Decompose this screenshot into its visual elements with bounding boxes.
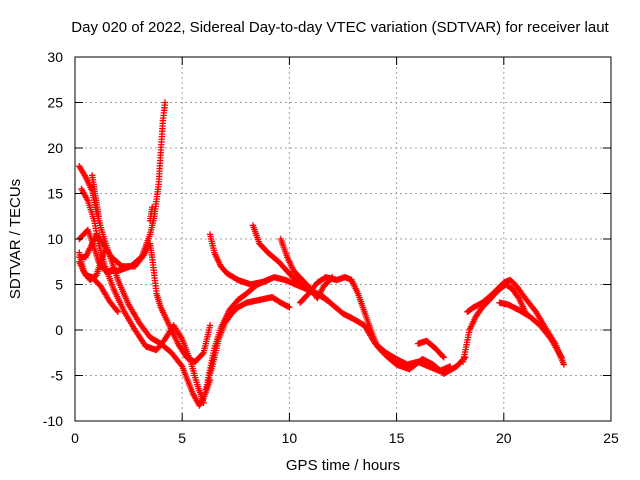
x-tick-label: 0	[71, 430, 79, 446]
data-point	[560, 361, 568, 368]
data-point	[177, 361, 185, 369]
grid-lines	[75, 57, 611, 421]
series-track-h	[146, 203, 156, 224]
x-tick-label: 25	[603, 430, 619, 446]
data-point	[440, 354, 447, 361]
data-point	[113, 307, 121, 314]
data-point	[95, 213, 102, 220]
data-point	[558, 354, 565, 361]
series-points	[76, 99, 568, 409]
series-track-f	[76, 246, 109, 284]
x-tick-label: 10	[282, 430, 298, 446]
x-axis-label: GPS time / hours	[286, 457, 400, 474]
x-tick-label: 5	[178, 430, 186, 446]
chart-title: Day 020 of 2022, Sidereal Day-to-day VTE…	[71, 19, 609, 36]
y-tick-label: 0	[55, 322, 63, 338]
series-track-r	[496, 299, 565, 361]
data-point	[206, 322, 214, 329]
data-point	[439, 352, 446, 360]
y-tick-label: 5	[55, 277, 63, 293]
y-tick-label: 20	[47, 140, 63, 156]
series-track-a	[76, 163, 214, 409]
x-tick-label: 15	[389, 430, 405, 446]
y-tick-label: 30	[47, 49, 63, 65]
data-point	[148, 203, 156, 211]
series-track-o	[414, 337, 447, 361]
y-tick-label: 15	[47, 186, 63, 202]
data-point	[199, 350, 206, 358]
y-tick-label: 25	[47, 95, 63, 111]
data-point	[161, 99, 169, 106]
y-tick-label: -10	[43, 413, 63, 429]
series-track-g	[88, 172, 102, 220]
y-tick-labels: -10 -5 0 5 10 15 20 25 30	[43, 49, 63, 429]
x-tick-labels: 0 5 10 15 20 25	[71, 430, 619, 446]
x-tick-label: 20	[496, 430, 512, 446]
y-tick-label: 10	[47, 231, 63, 247]
series-track-e	[76, 231, 214, 366]
data-point	[286, 304, 293, 311]
y-tick-label: -5	[51, 368, 64, 384]
data-point	[200, 399, 207, 406]
y-axis-label: SDTVAR / TECUs	[7, 179, 24, 299]
data-point	[114, 308, 122, 315]
axis-ticks	[74, 56, 612, 422]
data-point	[101, 246, 109, 254]
